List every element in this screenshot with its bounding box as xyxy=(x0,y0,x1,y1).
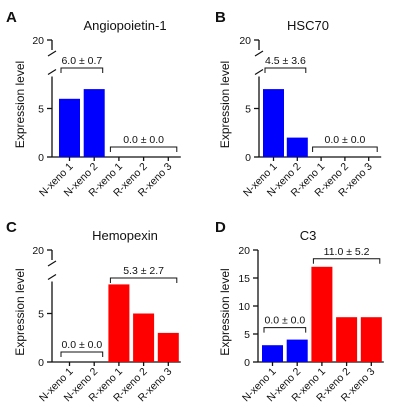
annotation-bracket xyxy=(312,146,378,152)
bar xyxy=(286,339,308,362)
axis-break-mark xyxy=(254,68,264,75)
y-axis-label: Expression level xyxy=(13,268,27,355)
bar xyxy=(157,332,179,362)
panel-letter: C xyxy=(6,219,17,236)
y-axis-label: Expression level xyxy=(218,61,232,148)
bar xyxy=(360,317,382,362)
chart-title: Hemopexin xyxy=(92,228,158,243)
y-tick-label: 10 xyxy=(238,301,250,313)
y-axis-label: Expression level xyxy=(218,268,232,355)
bar xyxy=(59,98,80,157)
annotation-label: 0.0 ± 0.0 xyxy=(61,339,102,351)
annotation-bracket xyxy=(109,146,178,152)
panel-letter: B xyxy=(215,9,226,26)
y-tick-label: 5 xyxy=(244,329,250,341)
annotation-label: 0.0 ± 0.0 xyxy=(264,315,305,327)
y-tick-label: 20 xyxy=(32,245,44,257)
y-tick-label: 20 xyxy=(238,245,250,257)
annotation-label: 0.0 ± 0.0 xyxy=(325,134,366,146)
bar xyxy=(108,284,130,362)
bar xyxy=(286,137,308,157)
axis-break-mark xyxy=(47,260,57,267)
annotation-label: 0.0 ± 0.0 xyxy=(123,134,164,146)
bar xyxy=(262,345,283,362)
bar xyxy=(133,313,155,362)
y-tick-label: 20 xyxy=(32,35,44,47)
annotation-label: 4.5 ± 3.6 xyxy=(265,55,306,67)
y-tick-label: 5 xyxy=(38,309,44,321)
y-tick-label: 5 xyxy=(245,104,251,116)
y-tick-label: 0 xyxy=(38,152,44,164)
panel-letter: A xyxy=(6,9,17,26)
annotation-bracket xyxy=(109,277,178,283)
annotation-bracket xyxy=(263,327,307,333)
y-tick-label: 0 xyxy=(38,357,44,369)
annotation-bracket xyxy=(312,258,381,264)
chart-title: HSC70 xyxy=(287,18,329,33)
chart-title: Angiopoietin-1 xyxy=(83,18,166,33)
axis-break-mark xyxy=(47,50,57,57)
y-tick-label: 0 xyxy=(245,152,251,164)
axis-break-mark xyxy=(254,50,264,57)
bar xyxy=(311,266,333,362)
y-tick-label: 0 xyxy=(244,357,250,369)
annotation-bracket xyxy=(60,67,104,73)
y-tick-label: 5 xyxy=(38,104,44,116)
chart-title: C3 xyxy=(300,228,317,243)
bar xyxy=(263,89,284,157)
annotation-label: 11.0 ± 5.2 xyxy=(324,246,370,258)
axis-break-mark xyxy=(47,68,57,75)
annotation-bracket xyxy=(60,351,104,357)
axis-break-mark xyxy=(47,273,57,280)
panel-letter: D xyxy=(215,219,226,236)
y-tick-label: 15 xyxy=(238,273,250,285)
y-axis-label: Expression level xyxy=(13,61,27,148)
y-tick-label: 20 xyxy=(239,35,251,47)
bar xyxy=(336,317,358,362)
annotation-bracket xyxy=(264,67,307,73)
annotation-label: 5.3 ± 2.7 xyxy=(123,265,164,277)
bar xyxy=(83,89,105,157)
annotation-label: 6.0 ± 0.7 xyxy=(61,55,102,67)
